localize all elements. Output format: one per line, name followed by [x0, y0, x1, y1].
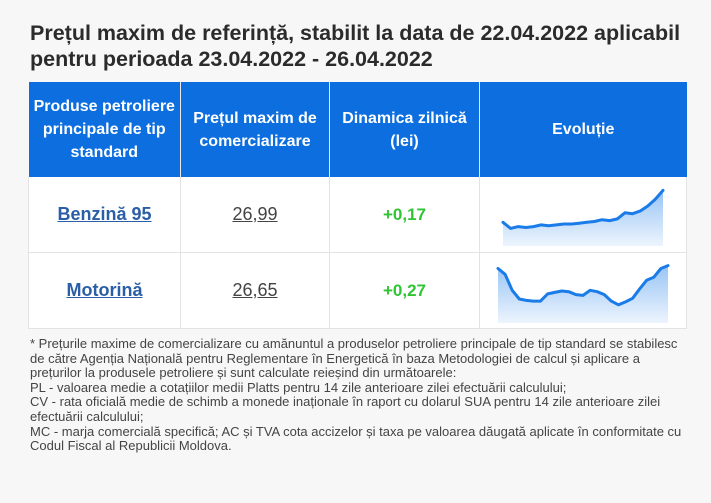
price-cell: 26,99 — [180, 177, 330, 253]
product-cell: Benzină 95 — [28, 177, 181, 253]
table-row-motorina: Motorină 26,65 +0,27 — [28, 252, 687, 329]
sparkline-line — [501, 188, 665, 230]
price-value: 26,65 — [232, 280, 278, 300]
footnote-pl: PL - valoarea medie a cotațiilor medii P… — [30, 379, 567, 395]
header-products: Produse petroliere principale de tip sta… — [28, 82, 181, 177]
change-value: +0,17 — [382, 205, 426, 224]
footnote-mc: MC - marja comercială specifică; AC și T… — [30, 423, 682, 454]
footnote-cv: CV - rata oficială medie de schimb a mon… — [30, 394, 661, 424]
product-link-motorina[interactable]: Motorină — [66, 280, 143, 300]
header-evolution: Evoluție — [479, 82, 687, 177]
product-link-benzina[interactable]: Benzină 95 — [57, 204, 152, 224]
change-cell: +0,27 — [329, 252, 480, 329]
sparkline-line — [496, 263, 670, 306]
page-title: Prețul maxim de referință, stabilit la d… — [30, 21, 681, 71]
header-daily-change: Dinamica zilnică (lei) — [329, 82, 480, 177]
sparkline-benzina — [501, 188, 665, 246]
footnote-intro: * Prețurile maxime de comercializare cu … — [30, 336, 678, 381]
footnote: * Prețurile maxime de comercializare cu … — [30, 336, 690, 454]
header-max-price: Prețul maxim de comercializare — [180, 82, 330, 177]
evolution-cell — [479, 177, 687, 253]
product-cell: Motorină — [28, 252, 181, 329]
price-table: Produse petroliere principale de tip sta… — [28, 82, 687, 329]
price-value: 26,99 — [232, 204, 278, 224]
sparkline-motorina — [496, 263, 670, 323]
table-header-row: Produse petroliere principale de tip sta… — [28, 82, 687, 177]
change-value: +0,27 — [382, 281, 426, 300]
fuel-price-widget: Prețul maxim de referință, stabilit la d… — [16, 0, 696, 503]
evolution-cell — [479, 252, 687, 329]
sparkline-area — [503, 189, 663, 246]
price-cell: 26,65 — [180, 252, 330, 329]
change-cell: +0,17 — [329, 177, 480, 253]
sparkline-area — [498, 265, 668, 323]
table-row-benzina: Benzină 95 26,99 +0,17 — [28, 177, 687, 253]
